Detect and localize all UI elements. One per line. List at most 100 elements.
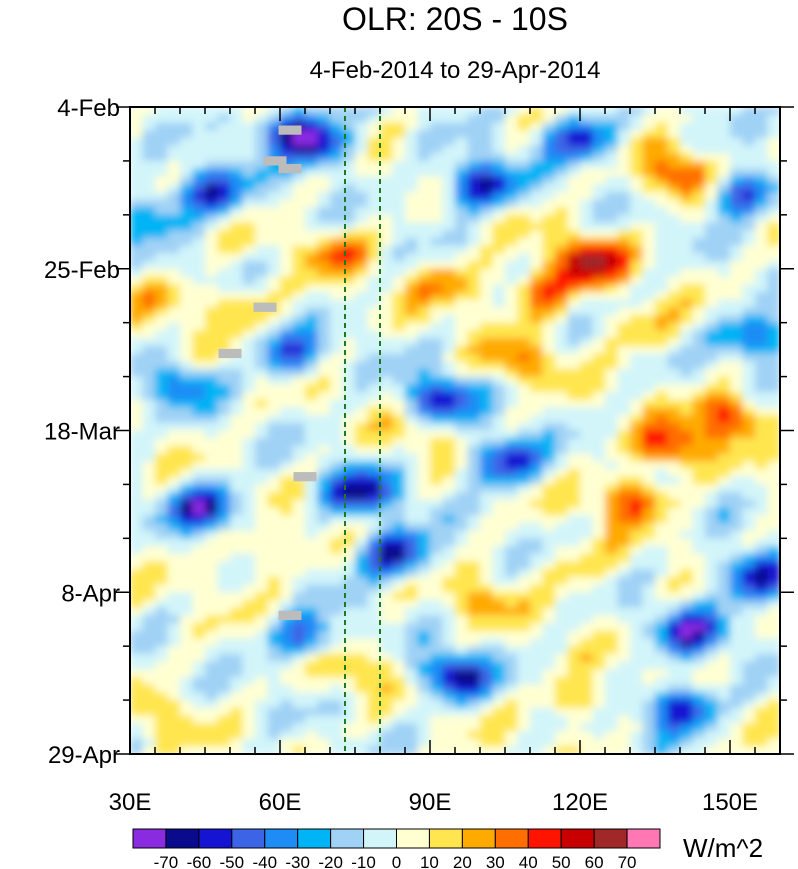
field-cell	[430, 384, 444, 393]
field-cell	[542, 130, 556, 139]
field-cell	[342, 422, 356, 432]
field-cell	[330, 137, 344, 147]
field-cell	[192, 338, 206, 347]
field-cell	[342, 168, 356, 177]
field-cell	[455, 191, 469, 201]
field-cell	[717, 330, 731, 339]
field-cell	[380, 445, 394, 455]
field-cell	[692, 738, 706, 747]
field-cell	[467, 130, 481, 139]
field-cell	[492, 676, 506, 686]
field-cell	[692, 184, 706, 193]
field-cell	[755, 338, 769, 347]
field-cell	[517, 276, 531, 285]
field-cell	[380, 515, 394, 524]
field-cell	[692, 576, 706, 586]
field-cell	[455, 245, 469, 254]
field-cell	[180, 507, 194, 516]
field-cell	[292, 530, 306, 539]
field-cell	[155, 160, 169, 170]
field-cell	[667, 107, 681, 116]
field-cell	[555, 399, 569, 408]
field-cell	[717, 130, 731, 139]
field-cell	[342, 399, 356, 408]
field-cell	[692, 245, 706, 254]
field-cell	[517, 684, 531, 693]
field-cell	[192, 114, 206, 123]
field-cell	[455, 230, 469, 239]
field-cell	[230, 669, 244, 678]
field-cell	[367, 700, 381, 709]
field-cell	[330, 376, 344, 385]
field-cell	[217, 253, 231, 262]
field-cell	[530, 261, 544, 270]
field-cell	[342, 530, 356, 539]
field-cell	[430, 160, 444, 170]
field-cell	[180, 338, 194, 347]
field-cell	[142, 730, 156, 740]
field-cell	[480, 361, 494, 370]
field-cell	[530, 114, 544, 123]
field-cell	[342, 700, 356, 709]
field-cell	[317, 623, 331, 632]
field-cell	[592, 623, 606, 632]
field-cell	[705, 469, 719, 478]
field-cell	[230, 291, 244, 301]
field-cell	[655, 407, 669, 416]
field-cell	[405, 230, 419, 239]
field-cell	[405, 730, 419, 740]
field-cell	[192, 422, 206, 432]
field-cell	[542, 391, 556, 401]
field-cell	[242, 700, 256, 709]
field-cell	[242, 415, 256, 424]
field-cell	[242, 184, 256, 193]
field-cell	[305, 669, 319, 678]
field-cell	[530, 453, 544, 462]
field-cell	[317, 561, 331, 570]
field-cell	[255, 361, 269, 370]
field-cell	[655, 114, 669, 123]
field-cell	[355, 561, 369, 570]
field-cell	[155, 291, 169, 301]
field-cell	[730, 384, 744, 393]
field-cell	[155, 661, 169, 670]
field-cell	[242, 399, 256, 408]
field-cell	[267, 538, 281, 547]
field-cell	[380, 322, 394, 331]
field-cell	[692, 630, 706, 640]
field-cell	[492, 160, 506, 170]
field-cell	[467, 661, 481, 670]
field-cell	[580, 214, 594, 224]
field-cell	[705, 553, 719, 563]
field-cell	[505, 176, 519, 185]
field-cell	[492, 391, 506, 401]
field-cell	[480, 384, 494, 393]
field-cell	[717, 376, 731, 385]
field-cell	[767, 730, 780, 740]
field-cell	[342, 361, 356, 370]
field-cell	[492, 445, 506, 455]
field-cell	[142, 646, 156, 655]
field-cell	[580, 107, 594, 116]
field-cell	[755, 407, 769, 416]
field-cell	[730, 307, 744, 316]
field-cell	[655, 299, 669, 308]
field-cell	[255, 107, 269, 116]
field-cell	[655, 184, 669, 193]
field-cell	[405, 245, 419, 254]
field-cell	[567, 391, 581, 401]
field-cell	[705, 576, 719, 586]
field-cell	[280, 538, 294, 547]
field-cell	[605, 107, 619, 116]
field-cell	[580, 391, 594, 401]
field-cell	[480, 553, 494, 563]
field-cell	[455, 284, 469, 293]
field-cell	[355, 168, 369, 177]
field-cell	[580, 122, 594, 131]
field-cell	[717, 445, 731, 455]
field-cell	[567, 538, 581, 547]
field-cell	[192, 476, 206, 486]
field-cell	[205, 237, 219, 247]
field-cell	[542, 630, 556, 640]
field-cell	[430, 592, 444, 601]
